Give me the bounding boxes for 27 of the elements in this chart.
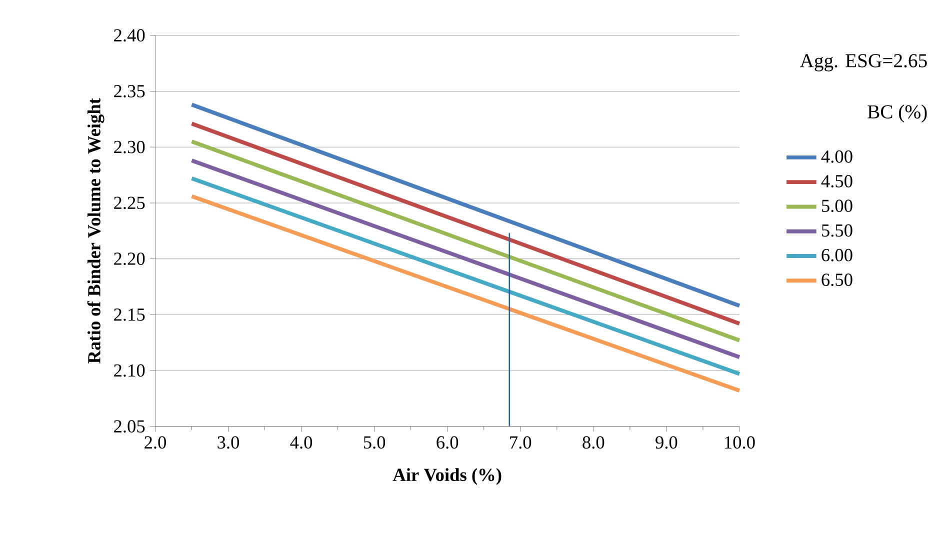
y-tick-label: 2.15 (114, 308, 145, 321)
legend-label: 4.00 (821, 150, 852, 163)
x-tick-label: 3.0 (218, 436, 240, 449)
x-tick-label: 7.0 (510, 436, 532, 449)
text: Agg. ESG=2.65 (800, 54, 927, 72)
y-axis-title: Ratio of Binder Volume to Weight (87, 98, 104, 364)
legend-title: BC (%) (868, 104, 927, 122)
legend-label: 4.50 (821, 174, 852, 188)
x-tick-label: 10.0 (725, 436, 755, 449)
y-tick-label: 2.30 (114, 140, 145, 154)
x-tick-label: 9.0 (656, 436, 678, 449)
x-tick-label: 6.0 (436, 436, 458, 449)
x-tick-label: 2.0 (144, 436, 166, 449)
x-tick-label: 5.0 (364, 436, 386, 449)
x-tick-label: 8.0 (582, 436, 604, 449)
legend-label: 5.00 (822, 200, 852, 212)
y-tick-label: 2.10 (114, 364, 145, 377)
y-tick-label: 2.05 (114, 420, 145, 433)
legend-label: 6.50 (822, 273, 852, 286)
y-tick-label: 2.25 (114, 196, 145, 210)
x-tick-label: 4.0 (290, 436, 312, 449)
x-axis-title: Air Voids (%) (392, 468, 502, 485)
legend-label: 6.00 (822, 248, 852, 262)
legend-label: 5.50 (822, 224, 852, 237)
y-tick-label: 2.40 (114, 29, 145, 42)
y-tick-label: 2.35 (114, 84, 145, 98)
y-tick-label: 2.20 (114, 252, 145, 265)
